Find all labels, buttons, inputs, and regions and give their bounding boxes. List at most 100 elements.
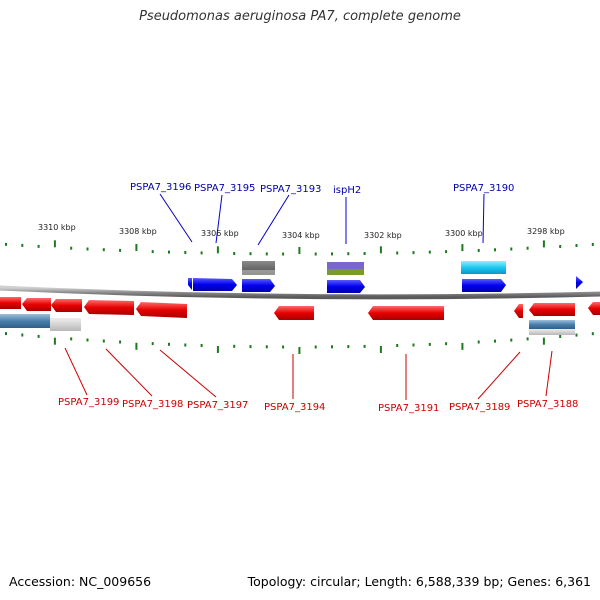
feature-block-gray-shadow xyxy=(242,270,275,275)
gene-arrow-forward[interactable] xyxy=(327,280,365,293)
gene-label[interactable]: PSPA7_3194 xyxy=(264,402,325,413)
feature-block-olive xyxy=(327,269,364,275)
minor-tick xyxy=(37,334,40,338)
gene-arrow-forward[interactable] xyxy=(242,279,275,292)
gene-leaders-bottom xyxy=(64,347,553,400)
major-tick xyxy=(135,342,138,350)
feature-block-steel xyxy=(529,320,575,329)
gene-arrow-reverse[interactable] xyxy=(588,302,600,315)
gene-arrow-reverse[interactable] xyxy=(368,306,444,320)
minor-tick xyxy=(70,246,73,250)
gene-label[interactable]: PSPA7_3198 xyxy=(122,399,183,410)
minor-tick xyxy=(282,252,285,256)
major-tick xyxy=(379,346,382,353)
minor-tick xyxy=(233,344,236,348)
genome-stats-text: Topology: circular; Length: 6,588,339 bp… xyxy=(247,574,591,589)
gene-arrow-reverse[interactable] xyxy=(51,299,82,312)
minor-tick xyxy=(591,243,594,246)
major-tick xyxy=(216,246,219,254)
minor-tick xyxy=(249,252,252,256)
minor-tick xyxy=(86,247,89,251)
minor-tick xyxy=(526,337,529,341)
minor-tick xyxy=(510,338,513,342)
minor-tick xyxy=(102,248,105,252)
gene-arrow-reverse[interactable] xyxy=(22,298,51,311)
minor-tick xyxy=(347,345,350,349)
feature-block-light xyxy=(50,318,81,331)
minor-tick xyxy=(184,343,187,347)
minor-tick xyxy=(575,244,578,247)
minor-tick xyxy=(331,252,333,256)
minor-tick xyxy=(37,244,40,248)
scale-label: 3302 kbp xyxy=(364,231,402,240)
minor-tick xyxy=(477,340,480,344)
major-tick xyxy=(461,244,464,252)
scale-label: 3300 kbp xyxy=(445,229,483,238)
minor-tick xyxy=(233,252,236,255)
major-tick xyxy=(542,337,545,345)
gene-label[interactable]: PSPA7_3196 xyxy=(130,182,191,193)
minor-tick xyxy=(102,339,105,343)
gene-label[interactable]: PSPA7_3193 xyxy=(260,184,321,195)
minor-tick xyxy=(494,339,496,343)
scale-ticks-top xyxy=(5,240,594,256)
minor-tick xyxy=(282,345,285,349)
gene-arrow-reverse[interactable] xyxy=(136,302,187,318)
minor-tick xyxy=(591,332,594,336)
minor-tick xyxy=(347,252,350,256)
minor-tick xyxy=(363,252,366,255)
feature-block-cyan xyxy=(461,261,506,274)
minor-tick xyxy=(494,248,496,252)
gene-label[interactable]: PSPA7_3199 xyxy=(58,397,119,408)
scale-label: 3298 kbp xyxy=(527,227,565,236)
feature-block-violet xyxy=(327,262,364,269)
minor-tick xyxy=(119,248,122,252)
minor-tick xyxy=(265,345,268,349)
gene-label[interactable]: PSPA7_3188 xyxy=(517,399,578,410)
gene-label[interactable]: PSPA7_3189 xyxy=(449,402,510,413)
major-tick xyxy=(379,246,382,254)
minor-tick xyxy=(510,247,513,251)
gene-arrow-forward[interactable] xyxy=(576,276,583,289)
gene-arrow-reverse[interactable] xyxy=(529,303,575,316)
scale-label: 3306 kbp xyxy=(201,229,239,238)
minor-tick xyxy=(396,344,399,347)
gene-arrow-reverse[interactable] xyxy=(0,297,21,309)
gene-arrow-reverse[interactable] xyxy=(514,304,523,318)
minor-tick xyxy=(86,338,89,342)
minor-tick xyxy=(412,251,415,255)
minor-tick xyxy=(575,333,578,337)
genome-backbone xyxy=(0,285,600,300)
minor-tick xyxy=(412,343,415,347)
gene-arrow-forward[interactable] xyxy=(188,278,192,290)
major-tick xyxy=(298,347,301,354)
gene-arrow-reverse[interactable] xyxy=(84,300,134,315)
gene-arrow-reverse[interactable] xyxy=(274,306,314,320)
gene-leaders-top xyxy=(159,193,485,246)
major-tick xyxy=(135,244,138,251)
minor-tick xyxy=(477,249,480,252)
minor-tick xyxy=(21,333,24,337)
feature-block-light xyxy=(529,329,575,335)
minor-tick xyxy=(151,342,154,346)
gene-label[interactable]: PSPA7_3191 xyxy=(378,403,439,414)
minor-tick xyxy=(151,250,154,254)
accession-text: Accession: NC_009656 xyxy=(9,574,152,589)
scale-label: 3308 kbp xyxy=(119,227,157,236)
scale-ticks-bottom xyxy=(5,332,594,354)
minor-tick xyxy=(200,251,203,255)
minor-tick xyxy=(428,250,431,254)
scale-label: 3310 kbp xyxy=(38,223,76,232)
genome-title: Pseudomonas aeruginosa PA7, complete gen… xyxy=(139,9,461,24)
minor-tick xyxy=(363,344,366,348)
gene-arrow-forward[interactable] xyxy=(462,279,506,292)
gene-label[interactable]: PSPA7_3190 xyxy=(453,183,514,194)
minor-tick xyxy=(396,251,399,255)
major-tick xyxy=(53,337,56,345)
gene-label[interactable]: PSPA7_3195 xyxy=(194,183,255,194)
minor-tick xyxy=(445,250,448,254)
gene-label[interactable]: ispH2 xyxy=(333,185,361,196)
gene-label[interactable]: PSPA7_3197 xyxy=(187,400,248,411)
gene-arrow-forward[interactable] xyxy=(193,278,237,291)
